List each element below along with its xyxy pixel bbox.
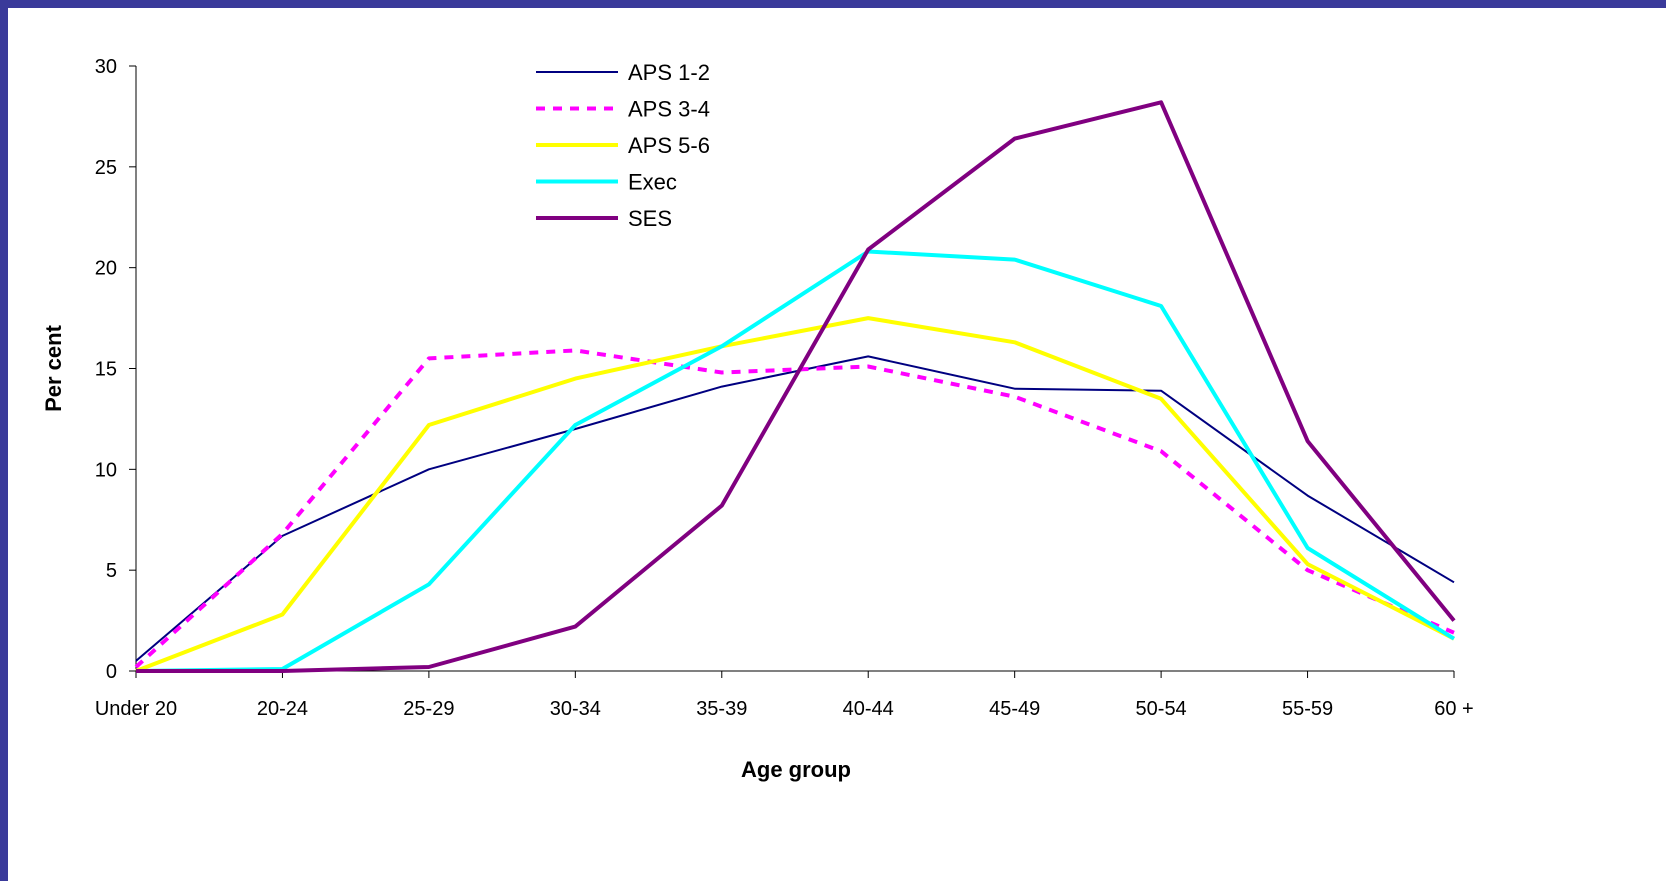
y-axis-title: Per cent xyxy=(41,324,66,411)
legend-label: APS 1-2 xyxy=(628,60,710,85)
y-tick-label: 0 xyxy=(106,661,117,683)
x-tick-label: 45-49 xyxy=(989,698,1040,720)
x-axis-title: Age group xyxy=(741,757,851,782)
legend-label: SES xyxy=(628,206,672,231)
y-tick-label: 20 xyxy=(95,258,117,280)
legend-label: APS 3-4 xyxy=(628,97,710,122)
legend: APS 1-2 APS 3-4 APS 5-6 Exec SES xyxy=(536,60,710,231)
series-line-aps-1-2 xyxy=(135,355,1455,662)
y-tick-label: 15 xyxy=(95,359,117,381)
series-line-ses xyxy=(136,100,1456,673)
series-line-exec xyxy=(135,249,1456,673)
x-tick-label: 55-59 xyxy=(1282,698,1333,720)
line-chart: 0 5 10 15 20 25 30 Under 20 20-24 25-29 30-34 35-3… xyxy=(41,56,1474,782)
series-line-aps-3-4 xyxy=(134,348,1455,669)
x-tick-label: Under 20 xyxy=(95,698,177,720)
y-ticks: 0 5 10 15 20 25 30 xyxy=(95,56,136,683)
y-tick-label: 30 xyxy=(95,56,117,78)
x-tick-label: 25-29 xyxy=(403,698,454,720)
axes xyxy=(135,66,1454,672)
x-tick-label: 30-34 xyxy=(550,698,601,720)
x-tick-label: 35-39 xyxy=(696,698,747,720)
chart-frame: 0 5 10 15 20 25 30 Under 20 20-24 25-29 30-34 35-3… xyxy=(8,8,1666,881)
legend-label: Exec xyxy=(628,170,677,195)
series-layer xyxy=(134,100,1456,673)
y-tick-label: 10 xyxy=(95,459,117,481)
x-tick-label: 60 + xyxy=(1434,698,1473,720)
legend-label: APS 5-6 xyxy=(628,133,710,158)
series-line-aps-5-6 xyxy=(135,316,1455,673)
y-tick-label: 5 xyxy=(106,560,117,582)
x-tick-label: 20-24 xyxy=(257,698,308,720)
y-tick-label: 25 xyxy=(95,157,117,179)
x-tick-label: 40-44 xyxy=(843,698,894,720)
x-tick-label: 50-54 xyxy=(1136,698,1187,720)
x-ticks: Under 20 20-24 25-29 30-34 35-39 40-44 45-49 50… xyxy=(95,671,1474,720)
